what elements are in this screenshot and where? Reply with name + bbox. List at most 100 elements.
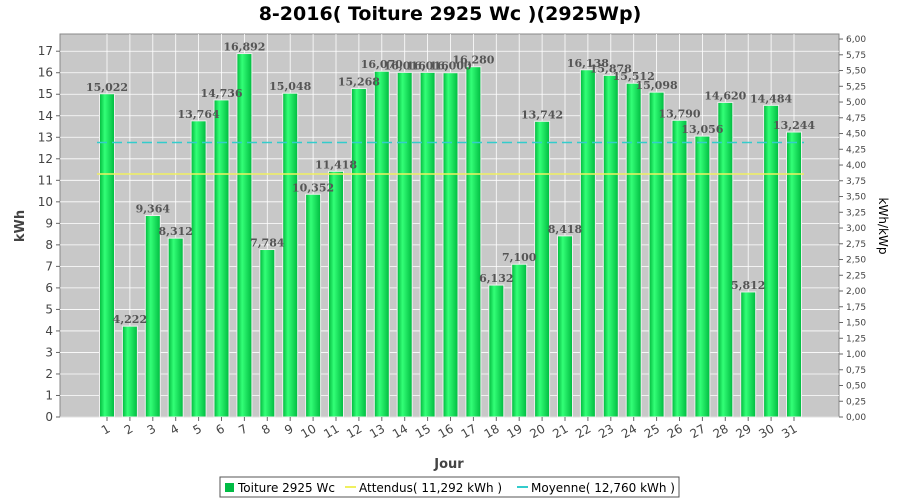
y2-tick-label: 4,25: [846, 145, 866, 155]
y-tick-label: 13: [38, 130, 53, 144]
x-tick-label: 14: [390, 421, 410, 441]
data-label: 5,812: [731, 279, 765, 292]
bar: [488, 284, 505, 418]
bar: [625, 82, 642, 418]
data-label: 16,000: [429, 60, 471, 73]
data-label: 4,222: [113, 313, 147, 326]
bar: [350, 87, 367, 418]
x-tick-label: 24: [619, 421, 639, 441]
x-tick-label: 7: [236, 421, 250, 437]
legend-swatch-bars: [225, 483, 234, 492]
x-tick-label: 26: [665, 421, 685, 441]
bar: [213, 99, 230, 418]
y2-tick-label: 1,25: [846, 334, 866, 344]
x-axis-ticks: 1 2 3 4 5 6 7 8 9 10 11 12 13 14 15 16 17 18 19 20 21 22 23 24 2…: [99, 417, 800, 441]
y2-tick-label: 3,00: [846, 224, 866, 234]
y2-tick-label: 0,50: [846, 382, 866, 392]
y-tick-label: 10: [38, 195, 53, 209]
y2-tick-label: 1,75: [846, 303, 866, 313]
data-label: 11,418: [315, 158, 357, 171]
legend-label-bars: Toiture 2925 Wc: [237, 481, 335, 495]
bar: [167, 237, 184, 418]
bar: [419, 71, 436, 418]
y2-tick-label: 5,75: [846, 51, 866, 61]
data-label: 8,312: [158, 225, 192, 238]
x-tick-label: 5: [190, 421, 204, 437]
y2-tick-label: 2,50: [846, 256, 866, 266]
x-tick-label: 27: [688, 421, 708, 441]
bar: [465, 66, 482, 418]
data-label: 6,132: [479, 272, 513, 285]
x-tick-label: 29: [733, 421, 753, 441]
x-tick-label: 31: [779, 421, 799, 441]
x-tick-label: 9: [282, 421, 296, 437]
bar: [511, 263, 528, 418]
bar: [602, 74, 619, 418]
bar: [648, 91, 665, 418]
data-label: 13,056: [681, 123, 723, 136]
y2-tick-label: 4,75: [846, 114, 866, 124]
y2-tick-label: 5,25: [846, 82, 866, 92]
x-tick-label: 11: [321, 421, 341, 441]
y-tick-label: 14: [38, 109, 53, 123]
y2-tick-label: 4,50: [846, 130, 866, 140]
x-tick-label: 4: [168, 421, 182, 437]
x-tick-label: 18: [482, 421, 502, 441]
y2-tick-label: 1,00: [846, 350, 866, 360]
y-tick-label: 5: [45, 302, 53, 316]
x-tick-label: 22: [573, 421, 593, 441]
data-label: 13,790: [658, 107, 700, 120]
data-label: 13,742: [521, 108, 563, 121]
y-tick-label: 3: [45, 345, 53, 359]
y2-tick-label: 0,75: [846, 366, 866, 376]
x-tick-label: 23: [596, 421, 616, 441]
data-label: 16,016: [384, 59, 426, 72]
x-tick-label: 6: [213, 421, 227, 437]
y-axis-label: kWh: [13, 210, 28, 242]
y2-tick-label: 3,25: [846, 208, 866, 218]
y2-tick-label: 2,75: [846, 240, 866, 250]
data-label: 15,098: [636, 79, 678, 92]
bar: [763, 104, 780, 418]
y2-tick-label: 4,00: [846, 161, 866, 171]
bar: [144, 215, 161, 418]
x-tick-label: 19: [504, 421, 524, 441]
bars: [99, 53, 802, 418]
data-labels: 15,022 4,222 9,364 8,312 13,764 14,736 16,892 7…: [86, 41, 815, 327]
y2-tick-label: 3,50: [846, 193, 866, 203]
bar: [121, 325, 138, 418]
data-label: 15,268: [338, 75, 380, 88]
data-label: 14,736: [200, 87, 242, 100]
bar: [557, 235, 573, 418]
bar: [190, 120, 207, 418]
x-tick-label: 3: [145, 421, 159, 437]
data-label: 13,244: [773, 119, 815, 132]
y2-tick-label: 5,00: [846, 98, 866, 108]
x-tick-label: 25: [642, 421, 662, 441]
y-tick-label: 4: [45, 324, 53, 338]
legend-label-attendus: Attendus( 11,292 kWh ): [359, 481, 502, 495]
bar: [236, 53, 253, 418]
bar: [373, 70, 390, 418]
x-tick-label: 17: [459, 421, 479, 441]
data-label: 16,280: [452, 54, 494, 67]
y2-tick-label: 6,00: [846, 35, 866, 45]
x-tick-label: 10: [298, 421, 318, 441]
y-tick-label: 8: [45, 238, 53, 252]
x-tick-label: 1: [99, 421, 113, 437]
data-label: 15,878: [590, 62, 632, 75]
y-tick-label: 7: [45, 259, 53, 273]
y-tick-label: 1: [45, 388, 53, 402]
data-label: 7,100: [502, 251, 537, 264]
data-label: 13,764: [178, 108, 220, 121]
x-tick-label: 2: [122, 421, 136, 437]
x-tick-label: 15: [413, 421, 433, 441]
y2-tick-label: 0,00: [846, 413, 866, 423]
data-label: 8,418: [548, 223, 583, 236]
x-tick-label: 20: [527, 421, 547, 441]
y-tick-label: 16: [38, 66, 53, 80]
y2-tick-label: 1,50: [846, 319, 866, 329]
data-label: 16,138: [567, 57, 609, 70]
